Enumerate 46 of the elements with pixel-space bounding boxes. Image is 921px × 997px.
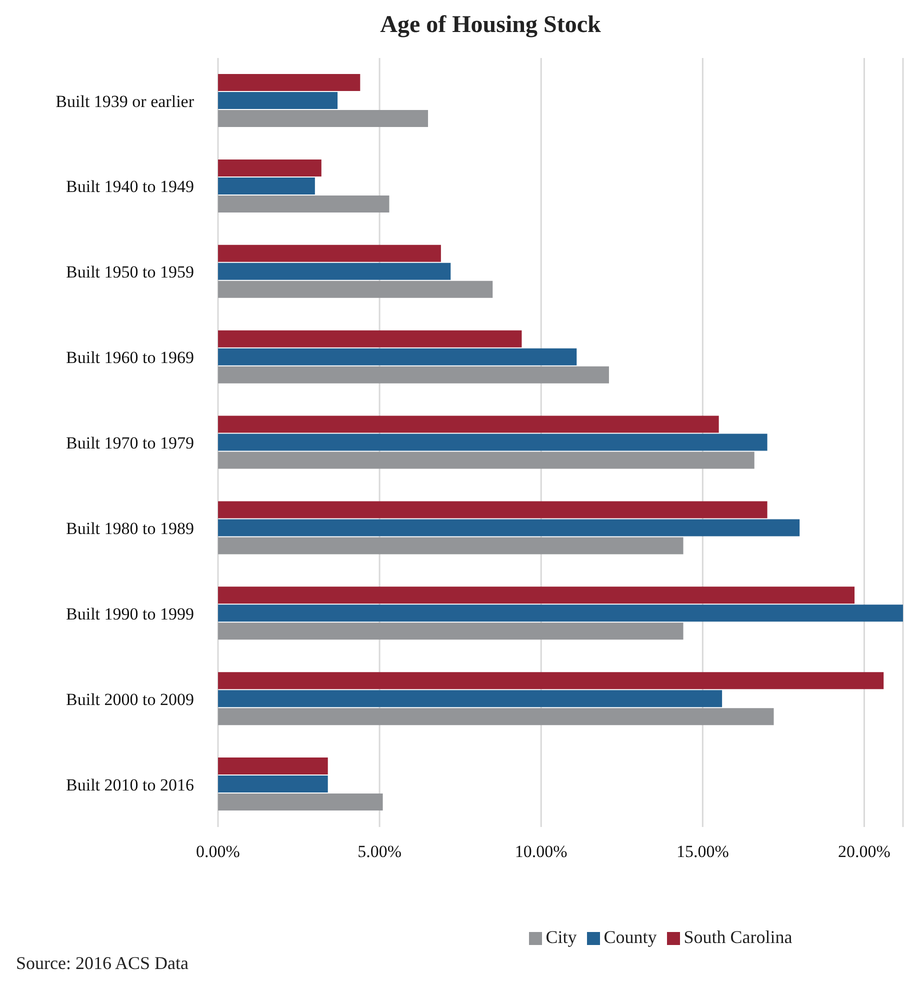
bar	[218, 586, 855, 604]
y-tick-label: Built 1960 to 1969	[66, 348, 194, 368]
bar	[218, 74, 360, 91]
x-tick-label: 5.00%	[358, 842, 402, 862]
bar	[218, 330, 522, 348]
bar	[218, 622, 684, 640]
x-tick-label: 15.00%	[676, 842, 729, 862]
bar	[218, 690, 722, 708]
bar	[218, 672, 884, 690]
bar	[218, 110, 428, 127]
bar	[218, 434, 768, 451]
bar	[218, 244, 441, 262]
bar	[218, 177, 315, 194]
bar	[218, 92, 338, 109]
bar	[218, 262, 451, 280]
x-tick-label: 20.00%	[838, 842, 890, 862]
bar	[218, 280, 493, 298]
bar	[218, 537, 684, 554]
x-tick-label: 10.00%	[514, 842, 568, 862]
x-tick-label: 0.00%	[196, 842, 240, 862]
legend-label: City	[546, 927, 577, 947]
y-tick-label: Built 2000 to 2009	[66, 690, 194, 709]
bar	[218, 195, 390, 212]
y-tick-label: Built 1990 to 1999	[66, 604, 194, 624]
bar	[218, 758, 328, 775]
bar	[218, 604, 903, 622]
y-tick-label: Built 1939 or earlier	[56, 92, 194, 111]
legend-label: County	[604, 927, 657, 947]
chart-title: Age of Housing Stock	[379, 11, 602, 40]
y-tick-label: Built 1980 to 1989	[66, 518, 194, 538]
bar	[218, 159, 322, 176]
bar	[218, 501, 768, 518]
y-tick-label: Built 2010 to 2016	[66, 775, 194, 794]
bar	[218, 776, 328, 793]
bar	[218, 416, 719, 433]
bar	[218, 348, 577, 366]
bar	[218, 366, 609, 384]
bar	[218, 452, 754, 469]
bar	[218, 708, 774, 726]
legend-label: South Carolina	[684, 927, 792, 947]
bar	[218, 519, 800, 536]
source-note: Source: 2016 ACS Data	[16, 953, 188, 974]
bar	[218, 794, 383, 811]
y-tick-label: Built 1970 to 1979	[66, 434, 194, 453]
y-tick-label: Built 1940 to 1949	[66, 177, 194, 196]
y-tick-label: Built 1950 to 1959	[66, 262, 194, 282]
